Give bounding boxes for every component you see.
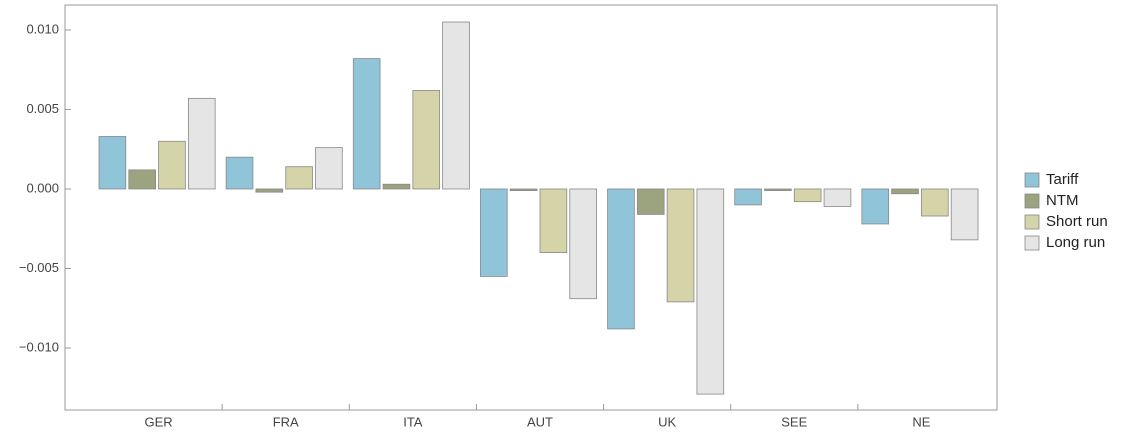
y-tick-label: −0.005: [19, 260, 59, 275]
bar: [315, 147, 343, 190]
bar: [158, 140, 186, 190]
x-tick-label: FRA: [273, 414, 299, 429]
bar: [861, 188, 890, 225]
plot-frame: [64, 4, 998, 411]
bar: [607, 188, 635, 330]
legend-swatch: [1024, 193, 1040, 209]
bar: [128, 169, 156, 190]
bar: [764, 188, 792, 191]
x-tick-label: UK: [658, 414, 676, 429]
x-tick-label: SEE: [781, 414, 807, 429]
legend-swatch: [1024, 235, 1040, 251]
bar: [509, 188, 538, 191]
bar: [891, 188, 919, 195]
bar: [352, 58, 381, 190]
bar: [480, 188, 508, 277]
legend-swatch: [1024, 172, 1040, 188]
bar: [442, 21, 470, 190]
y-tick-label: 0.005: [26, 101, 59, 116]
x-tick-label: AUT: [527, 414, 553, 429]
legend-label: NTM: [1046, 192, 1079, 209]
x-tick-label: ITA: [403, 414, 423, 429]
bar: [823, 188, 852, 207]
bar: [382, 183, 411, 190]
legend-swatch: [1024, 214, 1040, 230]
bar: [187, 97, 216, 190]
bar: [950, 188, 979, 241]
bar: [255, 188, 284, 193]
bar: [666, 188, 695, 303]
y-tick-label: 0.010: [26, 21, 59, 36]
legend-label: Tariff: [1046, 171, 1079, 188]
bar: [412, 89, 441, 190]
bar: [285, 166, 313, 190]
bar: [539, 188, 568, 253]
bar: [225, 156, 254, 190]
legend-label: Long run: [1046, 234, 1105, 251]
y-tick-label: −0.010: [19, 339, 59, 354]
x-tick-label: GER: [144, 414, 172, 429]
bar: [921, 188, 949, 217]
bar: [98, 136, 127, 190]
bar: [793, 188, 822, 203]
bar: [636, 188, 665, 215]
bar: [696, 188, 725, 395]
y-tick-label: 0.000: [26, 180, 59, 195]
legend-label: Short run: [1046, 213, 1108, 230]
x-tick-label: NE: [912, 414, 930, 429]
bar: [569, 188, 597, 300]
bar: [734, 188, 762, 206]
